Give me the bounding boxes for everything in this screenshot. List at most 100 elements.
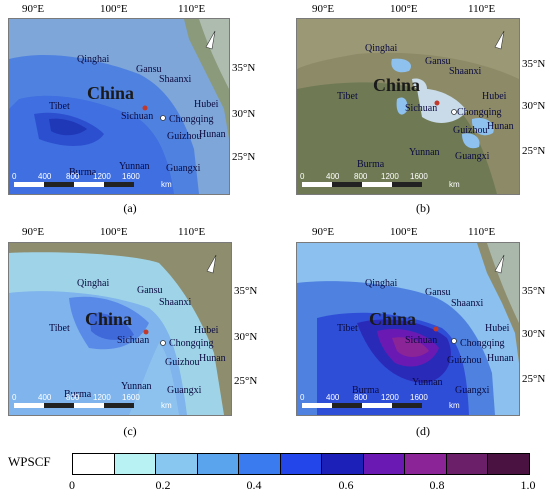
city-marker (451, 338, 457, 344)
legend-swatch (197, 454, 240, 474)
svg-text:Shaanxi: Shaanxi (451, 298, 483, 309)
svg-text:Yunnan: Yunnan (409, 147, 440, 158)
caption-c: (c) (123, 424, 137, 438)
legend-swatch (114, 454, 157, 474)
lat-label: 30°N (234, 331, 258, 343)
lat-label: 30°N (232, 108, 256, 120)
map-b: Qinghai Gansu Shaanxi China Tibet Sichua… (296, 18, 520, 195)
lon-label: 90°E (312, 226, 335, 238)
svg-text:Chongqing: Chongqing (169, 338, 213, 349)
lon-label: 100°E (390, 226, 418, 238)
caption-b: (b) (416, 201, 430, 215)
svg-text:1600: 1600 (122, 393, 140, 402)
legend-tick: 0.8 (429, 478, 445, 492)
lat-label: 35°N (234, 285, 258, 297)
city-marker (433, 326, 439, 332)
lon-label: 110°E (468, 3, 496, 15)
svg-text:1200: 1200 (93, 393, 111, 402)
svg-text:Guangxi: Guangxi (167, 385, 202, 396)
svg-text:1200: 1200 (381, 172, 399, 181)
svg-text:Guangxi: Guangxi (455, 151, 490, 162)
svg-text:400: 400 (38, 393, 52, 402)
svg-text:km: km (449, 180, 460, 189)
svg-text:Hunan: Hunan (487, 353, 514, 364)
svg-text:1200: 1200 (381, 393, 399, 402)
svg-text:Gansu: Gansu (137, 285, 163, 296)
label-qinghai: Qinghai (77, 54, 109, 65)
legend-tick: 0.4 (246, 478, 262, 492)
svg-text:Burma: Burma (64, 389, 92, 400)
north-arrow-icon (494, 30, 505, 50)
svg-text:1600: 1600 (410, 172, 428, 181)
svg-text:Chongqing: Chongqing (460, 338, 504, 349)
map-c: Qinghai Gansu Shaanxi China Tibet Sichua… (8, 242, 232, 416)
svg-text:1200: 1200 (93, 172, 111, 181)
svg-text:Qinghai: Qinghai (365, 278, 397, 289)
svg-text:Gansu: Gansu (425, 56, 451, 67)
svg-text:Chongqing: Chongqing (457, 107, 501, 118)
svg-text:0: 0 (12, 172, 17, 181)
city-marker (160, 340, 166, 346)
label-hubei: Hubei (194, 99, 219, 110)
caption-a: (a) (123, 201, 137, 215)
svg-text:km: km (161, 180, 172, 189)
svg-text:Guizhou: Guizhou (165, 357, 199, 368)
label-hunan: Hunan (199, 129, 226, 140)
svg-text:Burma: Burma (357, 159, 385, 170)
label-guangxi: Guangxi (166, 163, 201, 174)
legend-swatch (405, 454, 447, 474)
label-shaanxi: Shaanxi (159, 74, 191, 85)
legend-tick: 0.6 (338, 478, 354, 492)
svg-text:Hubei: Hubei (194, 325, 219, 336)
legend-swatch (363, 454, 406, 474)
svg-text:0: 0 (300, 172, 305, 181)
svg-text:1600: 1600 (410, 393, 428, 402)
svg-text:Gansu: Gansu (425, 287, 451, 298)
svg-text:Guizhou: Guizhou (453, 125, 487, 136)
lat-label: 25°N (234, 375, 258, 387)
svg-text:400: 400 (326, 393, 340, 402)
svg-text:0: 0 (12, 393, 17, 402)
svg-text:Qinghai: Qinghai (77, 278, 109, 289)
city-marker (160, 115, 166, 121)
label-tibet: Tibet (49, 101, 70, 112)
lon-label: 100°E (100, 226, 128, 238)
legend-swatch (73, 454, 115, 474)
svg-text:Hunan: Hunan (199, 353, 226, 364)
svg-text:China: China (369, 309, 416, 329)
lon-label: 100°E (100, 3, 128, 15)
city-marker (451, 109, 457, 115)
svg-text:800: 800 (354, 393, 368, 402)
north-arrow-icon (205, 30, 216, 50)
legend-swatch (446, 454, 489, 474)
label-china: China (87, 83, 134, 103)
svg-text:400: 400 (326, 172, 340, 181)
lat-label: 25°N (522, 145, 546, 157)
legend-tick: 1.0 (520, 478, 536, 492)
svg-text:Burma: Burma (352, 385, 380, 396)
svg-text:Hubei: Hubei (482, 91, 507, 102)
legend-swatch (322, 454, 364, 474)
label-burma: Burma (69, 167, 97, 178)
city-marker (142, 105, 148, 111)
svg-text:Guangxi: Guangxi (455, 385, 490, 396)
caption-d: (d) (416, 424, 430, 438)
legend-title: WPSCF (8, 454, 51, 469)
svg-text:Shaanxi: Shaanxi (449, 66, 481, 77)
lat-label: 30°N (522, 100, 546, 112)
svg-text:Yunnan: Yunnan (121, 381, 152, 392)
svg-text:1600: 1600 (122, 172, 140, 181)
north-arrow-icon (494, 254, 505, 274)
svg-text:Sichuan: Sichuan (405, 103, 437, 114)
svg-text:km: km (449, 401, 460, 410)
lon-label: 110°E (178, 226, 206, 238)
legend-swatch (239, 454, 281, 474)
legend-swatch (488, 454, 530, 474)
lon-label: 90°E (22, 3, 45, 15)
lat-label: 35°N (232, 62, 256, 74)
city-marker (434, 100, 440, 106)
north-arrow-icon (206, 254, 217, 274)
svg-text:China: China (373, 75, 420, 95)
map-d: Qinghai Gansu Shaanxi China Tibet Sichua… (296, 242, 520, 416)
label-chongqing: Chongqing (169, 114, 213, 125)
